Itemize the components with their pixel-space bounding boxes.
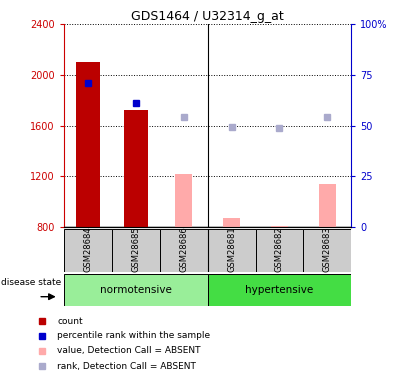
Bar [303, 229, 351, 272]
Bar [64, 274, 208, 306]
Text: disease state: disease state [1, 278, 62, 287]
Text: value, Detection Call = ABSENT: value, Detection Call = ABSENT [58, 346, 201, 355]
Bar [112, 229, 159, 272]
Text: count: count [58, 316, 83, 326]
Text: GSM28684: GSM28684 [83, 226, 92, 272]
Bar [159, 229, 208, 272]
Bar [319, 184, 336, 227]
Bar [124, 110, 148, 227]
Bar [208, 274, 351, 306]
Text: rank, Detection Call = ABSENT: rank, Detection Call = ABSENT [58, 362, 196, 371]
Bar [256, 229, 303, 272]
Bar [223, 218, 240, 227]
Text: percentile rank within the sample: percentile rank within the sample [58, 331, 210, 340]
Text: GSM28683: GSM28683 [323, 226, 332, 272]
Bar [175, 174, 192, 227]
Text: GSM28682: GSM28682 [275, 226, 284, 272]
Text: GSM28686: GSM28686 [179, 226, 188, 272]
Text: normotensive: normotensive [100, 285, 171, 295]
Title: GDS1464 / U32314_g_at: GDS1464 / U32314_g_at [131, 10, 284, 23]
Bar [208, 229, 256, 272]
Text: GSM28681: GSM28681 [227, 226, 236, 272]
Text: GSM28685: GSM28685 [131, 226, 140, 272]
Bar [76, 62, 100, 227]
Bar [64, 229, 112, 272]
Text: hypertensive: hypertensive [245, 285, 314, 295]
Bar [271, 226, 288, 227]
